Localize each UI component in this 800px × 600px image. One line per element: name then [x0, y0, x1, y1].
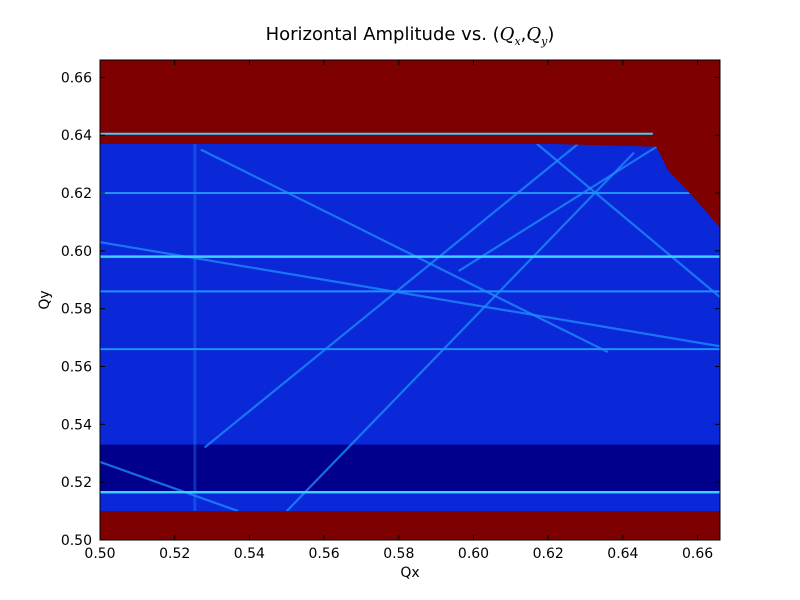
y-tick-label: 0.60: [61, 244, 92, 260]
y-tick-label: 0.50: [61, 533, 92, 549]
heatmap-dark-band: [100, 444, 720, 494]
x-tick-label: 0.66: [682, 546, 713, 562]
x-tick-label: 0.56: [309, 546, 340, 562]
y-tick-label: 0.58: [61, 302, 92, 318]
saturated-region-top: [100, 60, 720, 228]
plot-area: [100, 60, 720, 540]
x-tick-label: 0.64: [607, 546, 638, 562]
y-tick-label: 0.66: [61, 70, 92, 86]
x-tick-label: 0.50: [84, 546, 115, 562]
x-tick-label: 0.60: [458, 546, 489, 562]
x-tick-label: 0.52: [159, 546, 190, 562]
y-tick-label: 0.64: [61, 128, 92, 144]
y-tick-label: 0.54: [61, 417, 92, 433]
y-axis-label: Qy: [37, 290, 53, 309]
diagonal-resonance-line: [285, 151, 635, 512]
chart-title: Horizontal Amplitude vs. (Qx,Qy): [266, 24, 555, 48]
y-tick-label: 0.52: [61, 475, 92, 491]
diagonal-resonance-line: [203, 143, 579, 449]
x-axis-label: Qx: [400, 565, 419, 581]
saturated-region-bottom: [100, 511, 720, 540]
diagonal-resonance-line: [200, 148, 609, 354]
plot-frame: [99, 59, 721, 541]
vertical-structure: [193, 143, 197, 512]
x-tick-label: 0.62: [533, 546, 564, 562]
diagonal-resonance-line: [457, 145, 658, 273]
y-tick-label: 0.62: [61, 186, 92, 202]
diagonal-resonance-line: [100, 241, 720, 348]
x-axis: 0.50 0.52 0.54 0.56 0.58 0.60 0.62 0.64 0.66: [84, 60, 713, 562]
y-tick-label: 0.56: [61, 360, 92, 376]
x-tick-label: 0.58: [383, 546, 414, 562]
x-tick-label: 0.54: [234, 546, 265, 562]
diagonal-resonance-line: [100, 460, 239, 513]
y-axis: 0.50 0.52 0.54 0.56 0.58 0.60 0.62 0.64 0.66: [61, 70, 720, 549]
diagonal-resonance-line: [536, 143, 720, 298]
